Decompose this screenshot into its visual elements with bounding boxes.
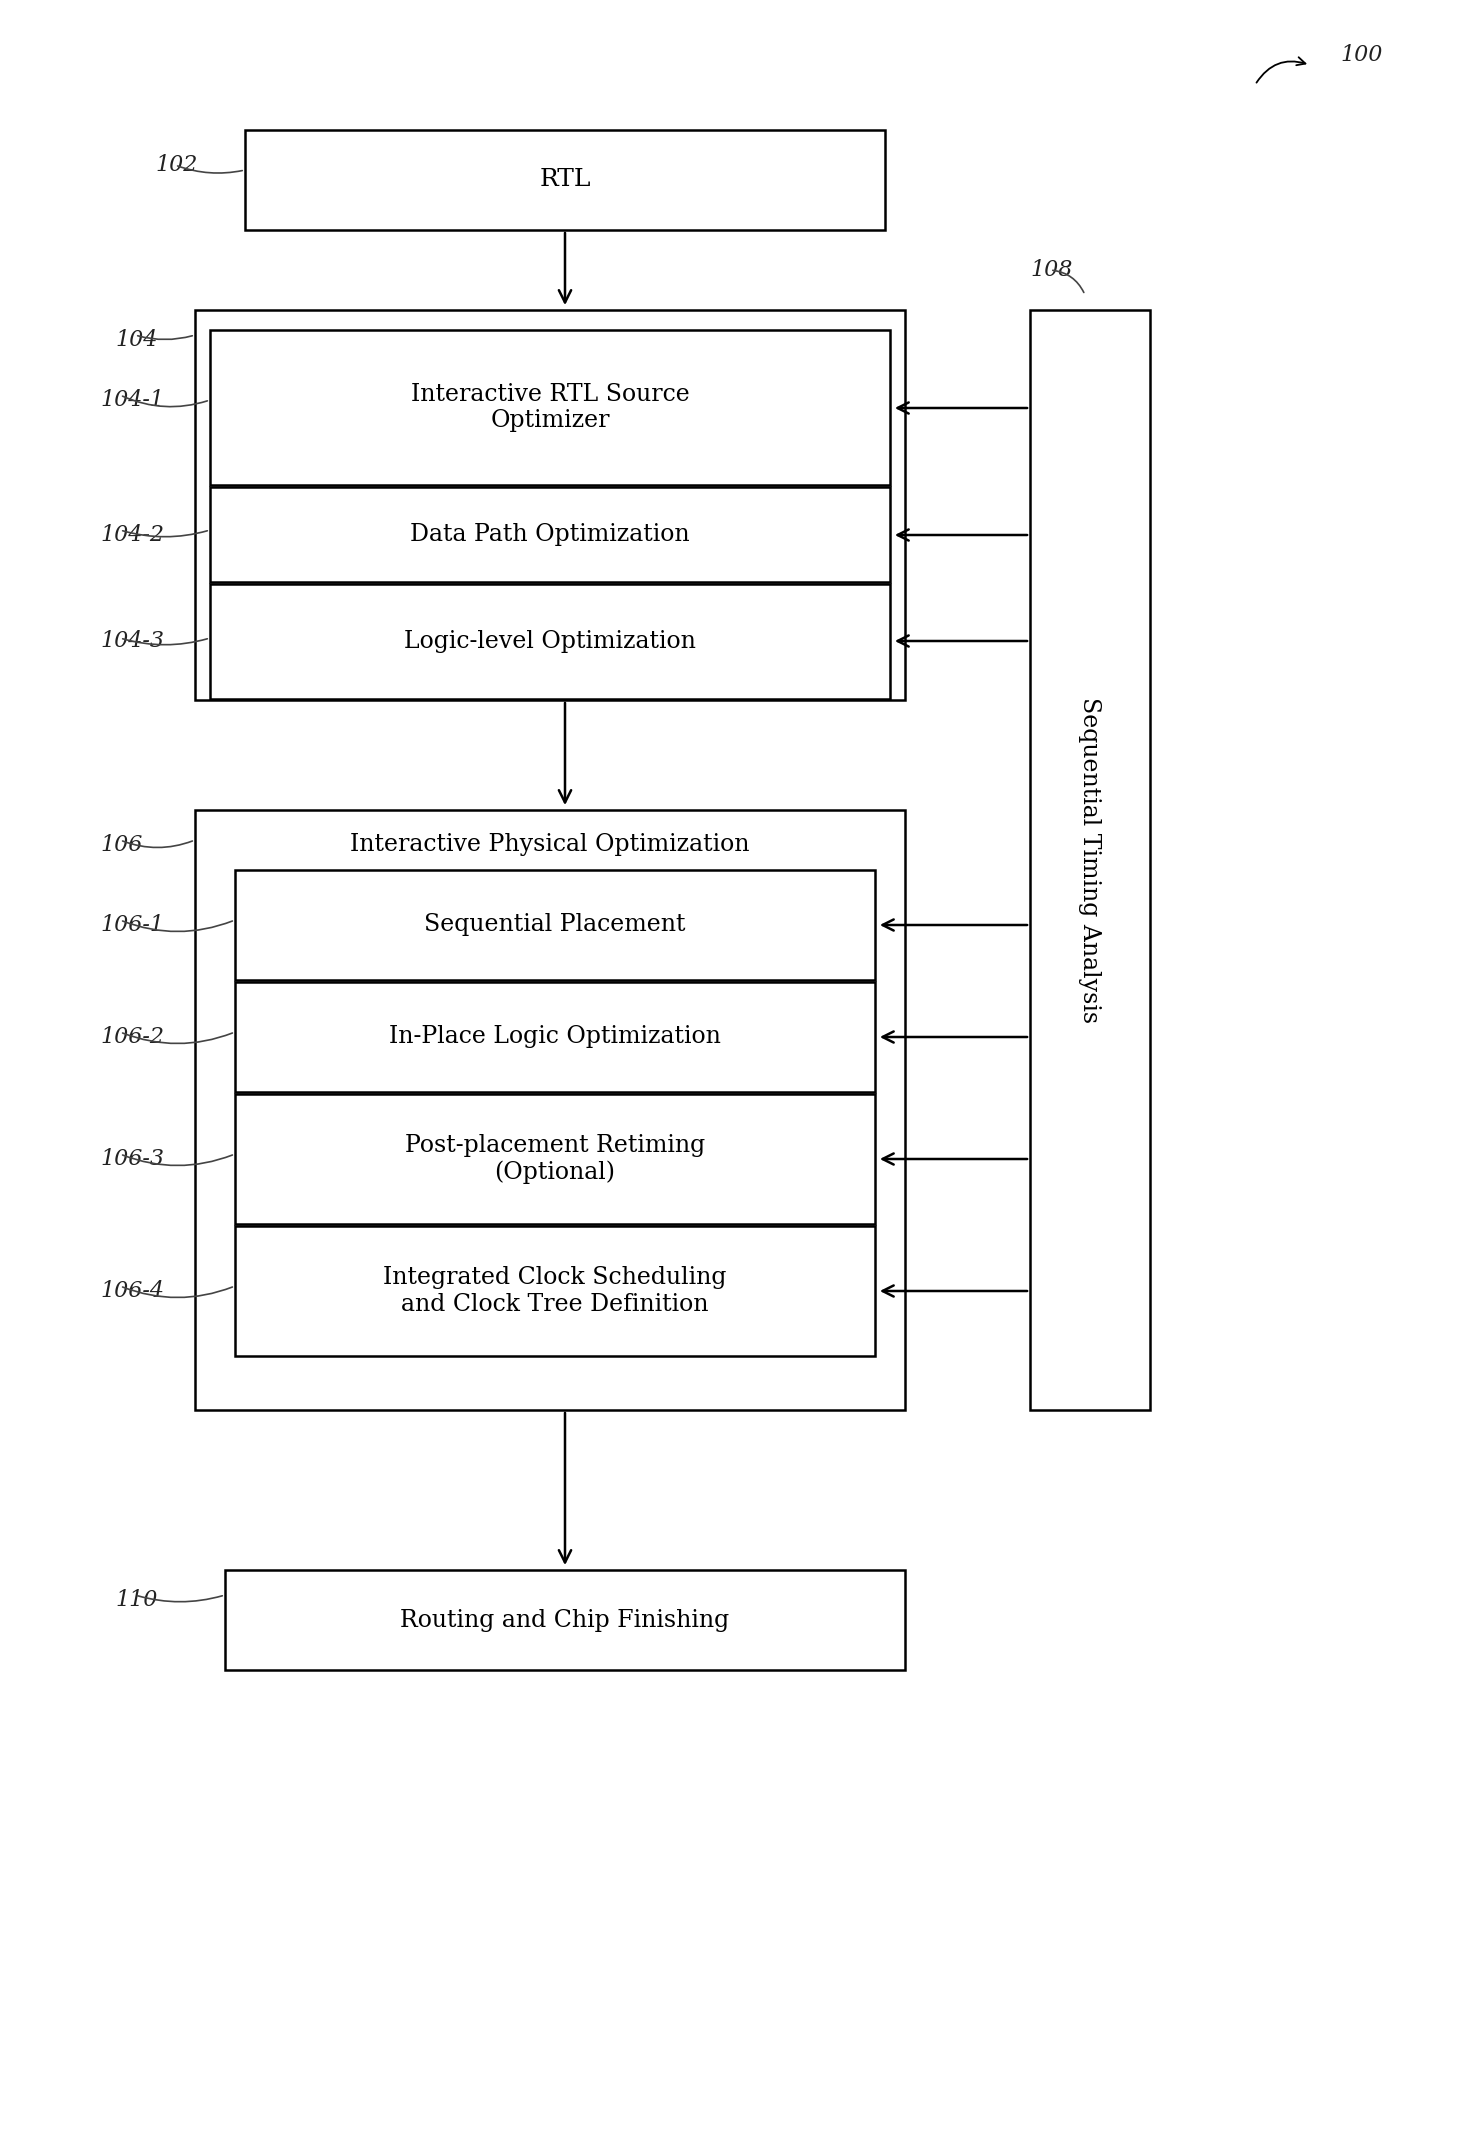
Text: Data Path Optimization: Data Path Optimization xyxy=(410,523,690,547)
Text: Interactive Physical Optimization: Interactive Physical Optimization xyxy=(350,834,750,856)
Bar xyxy=(234,871,875,980)
Bar xyxy=(234,982,875,1092)
Bar xyxy=(234,1227,875,1356)
Bar xyxy=(226,1570,905,1671)
Text: 106-2: 106-2 xyxy=(100,1025,164,1049)
Text: 100: 100 xyxy=(1340,45,1383,66)
Text: Interactive RTL Source
Optimizer: Interactive RTL Source Optimizer xyxy=(410,382,690,433)
Bar xyxy=(209,487,891,581)
Text: 104: 104 xyxy=(114,328,157,352)
Text: Integrated Clock Scheduling
and Clock Tree Definition: Integrated Clock Scheduling and Clock Tr… xyxy=(384,1266,727,1315)
Text: Sequential Timing Analysis: Sequential Timing Analysis xyxy=(1078,697,1102,1023)
Bar xyxy=(195,311,905,699)
Text: 102: 102 xyxy=(155,154,198,176)
Text: 108: 108 xyxy=(1030,260,1072,281)
Bar xyxy=(209,583,891,699)
Bar xyxy=(195,811,905,1409)
Text: Post-placement Retiming
(Optional): Post-placement Retiming (Optional) xyxy=(404,1135,705,1184)
Text: 106-4: 106-4 xyxy=(100,1281,164,1302)
Bar xyxy=(245,131,885,230)
Text: 104-3: 104-3 xyxy=(100,631,164,652)
Text: 104-1: 104-1 xyxy=(100,388,164,412)
Text: Logic-level Optimization: Logic-level Optimization xyxy=(404,631,696,652)
Text: Routing and Chip Finishing: Routing and Chip Finishing xyxy=(400,1609,730,1632)
Text: 104-2: 104-2 xyxy=(100,523,164,547)
Text: 106-1: 106-1 xyxy=(100,914,164,935)
Bar xyxy=(209,330,891,485)
Bar xyxy=(1030,311,1150,1409)
Text: 110: 110 xyxy=(114,1589,157,1611)
Text: 106-3: 106-3 xyxy=(100,1148,164,1169)
Text: 106: 106 xyxy=(100,834,142,856)
Text: In-Place Logic Optimization: In-Place Logic Optimization xyxy=(390,1025,721,1049)
Text: Sequential Placement: Sequential Placement xyxy=(425,914,686,937)
Bar xyxy=(234,1094,875,1225)
Text: RTL: RTL xyxy=(539,169,590,191)
